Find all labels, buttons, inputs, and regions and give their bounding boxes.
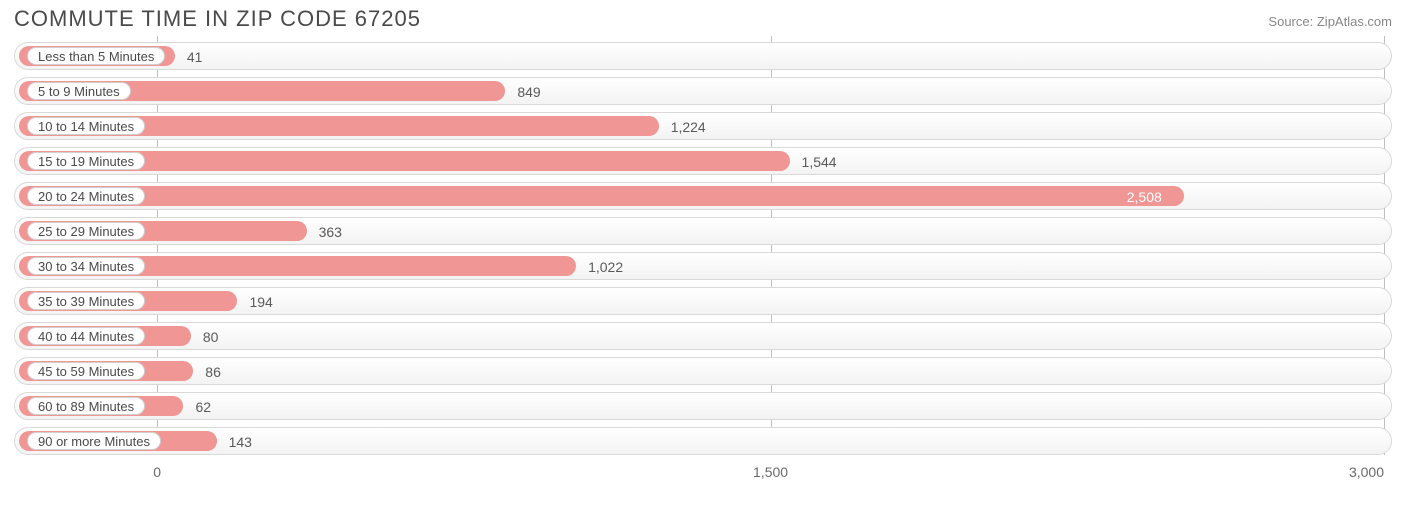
chart-header: COMMUTE TIME IN ZIP CODE 67205 Source: Z… bbox=[0, 0, 1406, 36]
x-axis: 0 1,500 3,000 bbox=[14, 462, 1392, 490]
value-label: 2,508 bbox=[1127, 183, 1162, 211]
value-label: 80 bbox=[203, 323, 219, 351]
value-label: 1,224 bbox=[671, 113, 706, 141]
bar-row: Less than 5 Minutes 41 bbox=[14, 42, 1392, 70]
chart-title: COMMUTE TIME IN ZIP CODE 67205 bbox=[14, 6, 421, 32]
bar-row: 45 to 59 Minutes 86 bbox=[14, 357, 1392, 385]
bar-row: 40 to 44 Minutes 80 bbox=[14, 322, 1392, 350]
bar-row: 25 to 29 Minutes 363 bbox=[14, 217, 1392, 245]
category-label: 45 to 59 Minutes bbox=[27, 362, 145, 380]
x-axis-tick: 0 bbox=[153, 464, 161, 480]
category-label: 10 to 14 Minutes bbox=[27, 117, 145, 135]
category-label: 35 to 39 Minutes bbox=[27, 292, 145, 310]
source-name: ZipAtlas.com bbox=[1317, 14, 1392, 29]
category-label: 40 to 44 Minutes bbox=[27, 327, 145, 345]
value-label: 1,544 bbox=[802, 148, 837, 176]
chart-source: Source: ZipAtlas.com bbox=[1268, 14, 1392, 29]
category-label: 20 to 24 Minutes bbox=[27, 187, 145, 205]
bar-row: 10 to 14 Minutes 1,224 bbox=[14, 112, 1392, 140]
bar-fill bbox=[19, 186, 1184, 206]
bar-row: 20 to 24 Minutes 2,508 bbox=[14, 182, 1392, 210]
value-label: 194 bbox=[249, 288, 272, 316]
value-label: 86 bbox=[205, 358, 221, 386]
value-label: 1,022 bbox=[588, 253, 623, 281]
value-label: 143 bbox=[229, 428, 252, 456]
value-label: 62 bbox=[195, 393, 211, 421]
category-label: 30 to 34 Minutes bbox=[27, 257, 145, 275]
bar-row: 60 to 89 Minutes 62 bbox=[14, 392, 1392, 420]
category-label: 90 or more Minutes bbox=[27, 432, 161, 450]
bar-row: 5 to 9 Minutes 849 bbox=[14, 77, 1392, 105]
bar-row: 35 to 39 Minutes 194 bbox=[14, 287, 1392, 315]
bar-row: 90 or more Minutes 143 bbox=[14, 427, 1392, 455]
value-label: 849 bbox=[517, 78, 540, 106]
chart-plot-area: Less than 5 Minutes 41 5 to 9 Minutes 849 10… bbox=[0, 36, 1406, 455]
category-label: 60 to 89 Minutes bbox=[27, 397, 145, 415]
category-label: 15 to 19 Minutes bbox=[27, 152, 145, 170]
x-axis-tick: 1,500 bbox=[753, 464, 788, 480]
bar-row: 30 to 34 Minutes 1,022 bbox=[14, 252, 1392, 280]
value-label: 41 bbox=[187, 43, 203, 71]
category-label: Less than 5 Minutes bbox=[27, 47, 165, 65]
bar-row: 15 to 19 Minutes 1,544 bbox=[14, 147, 1392, 175]
x-axis-tick: 3,000 bbox=[1349, 464, 1384, 480]
chart-container: COMMUTE TIME IN ZIP CODE 67205 Source: Z… bbox=[0, 0, 1406, 522]
category-label: 25 to 29 Minutes bbox=[27, 222, 145, 240]
category-label: 5 to 9 Minutes bbox=[27, 82, 131, 100]
source-prefix: Source: bbox=[1268, 14, 1313, 29]
value-label: 363 bbox=[319, 218, 342, 246]
